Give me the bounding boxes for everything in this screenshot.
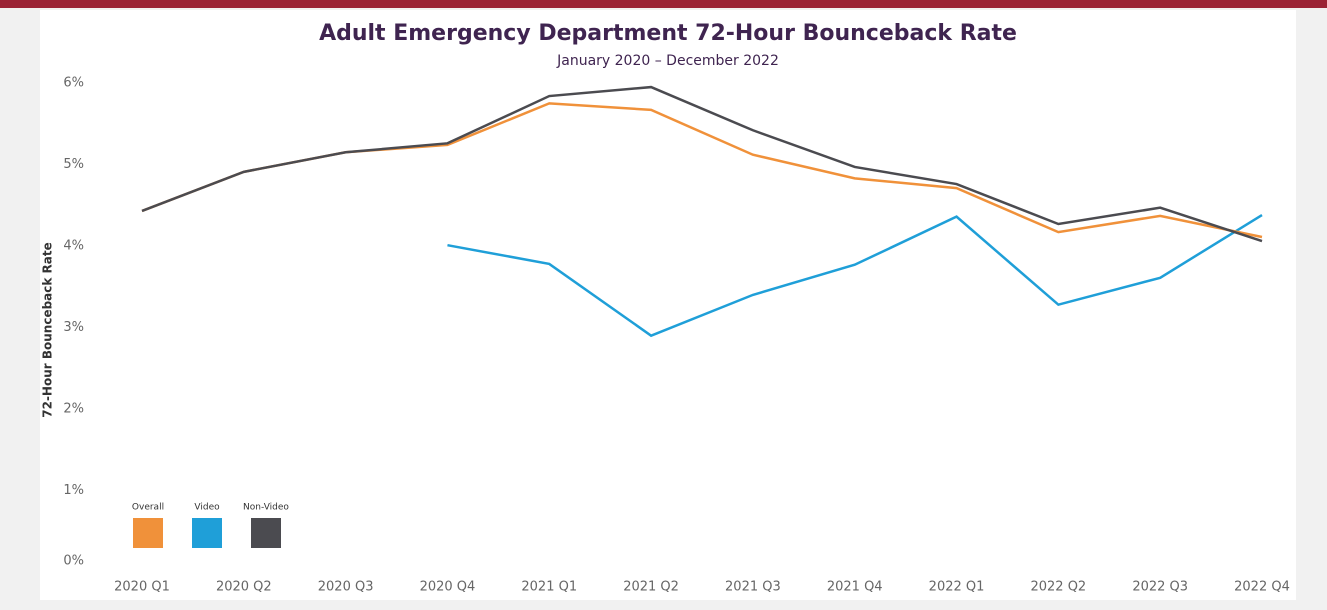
top-bar	[0, 0, 1327, 8]
y-tick-label: 3%	[63, 320, 84, 335]
y-tick-label: 1%	[63, 483, 84, 498]
legend-swatch	[251, 518, 281, 548]
chart-subtitle: January 2020 – December 2022	[556, 53, 779, 69]
y-tick-label: 0%	[63, 554, 84, 569]
y-tick-label: 6%	[63, 76, 84, 91]
x-tick-label: 2022 Q1	[929, 580, 985, 595]
y-tick-label: 5%	[63, 157, 84, 172]
legend-swatch	[133, 518, 163, 548]
y-axis-label: 72-Hour Bounceback Rate	[41, 242, 55, 418]
x-tick-label: 2022 Q4	[1234, 580, 1290, 595]
x-tick-label: 2021 Q4	[827, 580, 883, 595]
legend-label: Video	[194, 503, 220, 513]
x-tick-label: 2020 Q2	[216, 580, 272, 595]
y-tick-label: 2%	[63, 402, 84, 417]
x-tick-label: 2022 Q2	[1030, 580, 1086, 595]
line-series	[141, 85, 1263, 243]
x-tick-label: 2020 Q1	[114, 580, 170, 595]
legend-swatch	[192, 518, 222, 548]
x-tick-label: 2021 Q3	[725, 580, 781, 595]
legend-label: Overall	[132, 503, 164, 513]
legend-label: Non-Video	[243, 503, 289, 513]
chart-title: Adult Emergency Department 72-Hour Bounc…	[319, 21, 1017, 46]
panel	[40, 10, 1296, 600]
x-tick-label: 2021 Q1	[521, 580, 577, 595]
x-tick-label: 2020 Q4	[420, 580, 476, 595]
x-tick-label: 2022 Q3	[1132, 580, 1188, 595]
x-tick-label: 2021 Q2	[623, 580, 679, 595]
line-series	[447, 213, 1263, 338]
y-tick-label: 4%	[63, 239, 84, 254]
x-tick-label: 2020 Q3	[318, 580, 374, 595]
